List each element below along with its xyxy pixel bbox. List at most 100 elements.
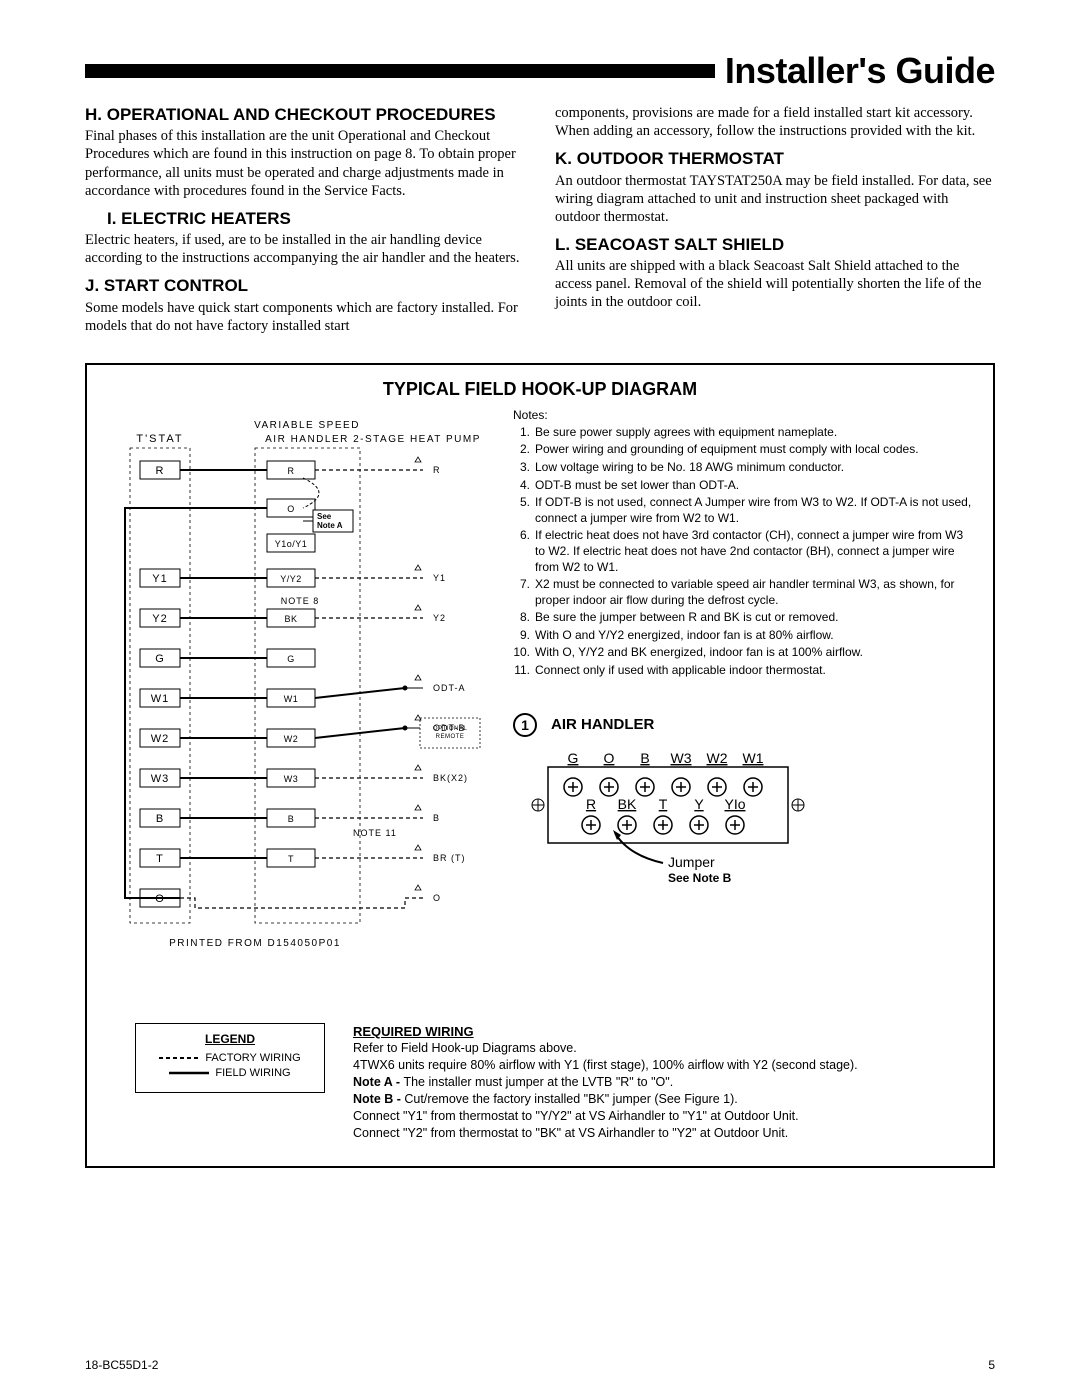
- svg-text:T: T: [288, 854, 294, 864]
- heading-l: L. SEACOAST SALT SHIELD: [555, 234, 995, 255]
- note-item: 8.Be sure the jumper between R and BK is…: [513, 610, 975, 626]
- odt-opt2: REMOTE: [436, 734, 465, 740]
- air-handler-title: AIR HANDLER: [551, 716, 654, 733]
- req-l4b: Cut/remove the factory installed "BK" ju…: [404, 1092, 737, 1106]
- svg-text:R: R: [586, 796, 596, 812]
- air-handler-block: 1 AIR HANDLER GOBW3W2W1 RBKTYYIo Jumper: [513, 713, 975, 888]
- wiring-diagram: T'STAT VARIABLE SPEED AIR HANDLER 2-STAG…: [105, 408, 495, 973]
- svg-text:O: O: [287, 504, 295, 514]
- required-wiring: REQUIRED WIRING Refer to Field Hook-up D…: [353, 1023, 975, 1142]
- left-column: H. OPERATIONAL AND CHECKOUT PROCEDURES F…: [85, 104, 525, 343]
- legend-title: LEGEND: [146, 1032, 314, 1046]
- odt-opt1: OPTIONAL: [433, 726, 468, 732]
- svg-text:R: R: [288, 466, 295, 476]
- heading-h: H. OPERATIONAL AND CHECKOUT PROCEDURES: [85, 104, 525, 125]
- legend-box: LEGEND FACTORY WIRING FIELD WIRING: [135, 1023, 325, 1093]
- note-item: 5.If ODT-B is not used, connect A Jumper…: [513, 495, 975, 526]
- heading-k: K. OUTDOOR THERMOSTAT: [555, 148, 995, 169]
- col-hp: 2-STAGE HEAT PUMP: [353, 434, 481, 445]
- page-footer: 18-BC55D1-2 5: [85, 1358, 995, 1372]
- svg-text:W3: W3: [284, 774, 299, 784]
- svg-text:Y1: Y1: [152, 573, 167, 585]
- svg-text:BK(X2): BK(X2): [433, 773, 468, 783]
- body-k: An outdoor thermostat TAYSTAT250A may be…: [555, 172, 995, 226]
- req-title: REQUIRED WIRING: [353, 1023, 975, 1041]
- note-item: 3.Low voltage wiring to be No. 18 AWG mi…: [513, 460, 975, 476]
- svg-text:G: G: [155, 653, 165, 665]
- note11: NOTE 11: [353, 828, 397, 838]
- see-note-b: See Note B: [668, 871, 732, 885]
- svg-text:Y: Y: [694, 796, 704, 812]
- req-l6: Connect "Y2" from thermostat to "BK" at …: [353, 1125, 975, 1142]
- req-l2: 4TWX6 units require 80% airflow with Y1 …: [353, 1057, 975, 1074]
- notes-title: Notes:: [513, 408, 975, 422]
- air-handler-num: 1: [513, 713, 537, 737]
- svg-text:B: B: [156, 813, 164, 825]
- notes-list: 1.Be sure power supply agrees with equip…: [513, 425, 975, 679]
- col-vsah1: VARIABLE SPEED: [254, 420, 360, 431]
- svg-text:W2: W2: [707, 750, 728, 766]
- svg-text:W3: W3: [151, 773, 170, 785]
- note-item: 7.X2 must be connected to variable speed…: [513, 577, 975, 608]
- svg-text:BK: BK: [618, 796, 637, 812]
- svg-text:W1: W1: [151, 693, 170, 705]
- req-l5: Connect "Y1" from thermostat to "Y/Y2" a…: [353, 1108, 975, 1125]
- svg-text:T: T: [156, 853, 164, 865]
- svg-text:O: O: [433, 893, 441, 903]
- svg-text:W2: W2: [284, 734, 299, 744]
- svg-text:Y2: Y2: [152, 613, 167, 625]
- diagram-row: T'STAT VARIABLE SPEED AIR HANDLER 2-STAG…: [105, 408, 975, 973]
- svg-text:Y/Y2: Y/Y2: [280, 574, 302, 584]
- svg-text:W1: W1: [743, 750, 764, 766]
- right-column: components, provisions are made for a fi…: [555, 104, 995, 343]
- svg-text:B: B: [640, 750, 649, 766]
- printed-from: PRINTED FROM D154050P01: [169, 938, 341, 949]
- svg-text:ODT-A: ODT-A: [433, 683, 466, 693]
- svg-text:G: G: [568, 750, 579, 766]
- body-h: Final phases of this installation are th…: [85, 127, 525, 200]
- note-item: 1.Be sure power supply agrees with equip…: [513, 425, 975, 441]
- heading-j: J. START CONTROL: [85, 275, 525, 296]
- header-rule: [85, 64, 715, 78]
- note-item: 11.Connect only if used with applicable …: [513, 663, 975, 679]
- body-i: Electric heaters, if used, are to be ins…: [85, 231, 525, 267]
- legend-factory: FACTORY WIRING: [205, 1052, 300, 1064]
- note-item: 4.ODT-B must be set lower than ODT-A.: [513, 478, 975, 494]
- col-tstat: T'STAT: [136, 433, 183, 445]
- req-l3a: Note A -: [353, 1075, 403, 1089]
- heading-i: I. ELECTRIC HEATERS: [85, 208, 525, 229]
- note-item: 2.Power wiring and grounding of equipmen…: [513, 442, 975, 458]
- svg-text:R: R: [156, 465, 165, 477]
- bottom-row: LEGEND FACTORY WIRING FIELD WIRING REQUI…: [105, 1023, 975, 1142]
- notes-column: Notes: 1.Be sure power supply agrees wit…: [513, 408, 975, 973]
- svg-text:R: R: [433, 465, 441, 475]
- svg-text:Y2: Y2: [433, 613, 446, 623]
- diagram-title: TYPICAL FIELD HOOK-UP DIAGRAM: [105, 379, 975, 400]
- col-vsah2: AIR HANDLER: [265, 434, 349, 445]
- text-columns: H. OPERATIONAL AND CHECKOUT PROCEDURES F…: [85, 104, 995, 343]
- svg-text:B: B: [433, 813, 440, 823]
- body-j: Some models have quick start components …: [85, 299, 525, 335]
- svg-text:B: B: [288, 814, 295, 824]
- svg-text:Y1: Y1: [433, 573, 446, 583]
- note8: NOTE 8: [281, 596, 320, 606]
- svg-text:W1: W1: [284, 694, 299, 704]
- svg-text:W2: W2: [151, 733, 170, 745]
- air-handler-svg: GOBW3W2W1 RBKTYYIo Jumper See Note B: [513, 745, 823, 885]
- note-item: 6.If electric heat does not have 3rd con…: [513, 528, 975, 575]
- legend-field: FIELD WIRING: [215, 1067, 290, 1079]
- note-item: 10.With O, Y/Y2 and BK energized, indoor…: [513, 645, 975, 661]
- diagram-box: TYPICAL FIELD HOOK-UP DIAGRAM T'STAT VAR…: [85, 363, 995, 1168]
- req-l3b: The installer must jumper at the LVTB "R…: [403, 1075, 673, 1089]
- footer-left: 18-BC55D1-2: [85, 1358, 158, 1372]
- body-j2: components, provisions are made for a fi…: [555, 104, 995, 140]
- page-title: Installer's Guide: [715, 50, 995, 92]
- svg-text:Y1o/Y1: Y1o/Y1: [275, 539, 308, 549]
- header-bar: Installer's Guide: [85, 50, 995, 92]
- see-note-a-l1: See: [317, 512, 332, 521]
- svg-text:T: T: [659, 796, 668, 812]
- note-item: 9.With O and Y/Y2 energized, indoor fan …: [513, 628, 975, 644]
- jumper-label: Jumper: [668, 854, 715, 870]
- req-l1: Refer to Field Hook-up Diagrams above.: [353, 1040, 975, 1057]
- svg-text:G: G: [287, 654, 295, 664]
